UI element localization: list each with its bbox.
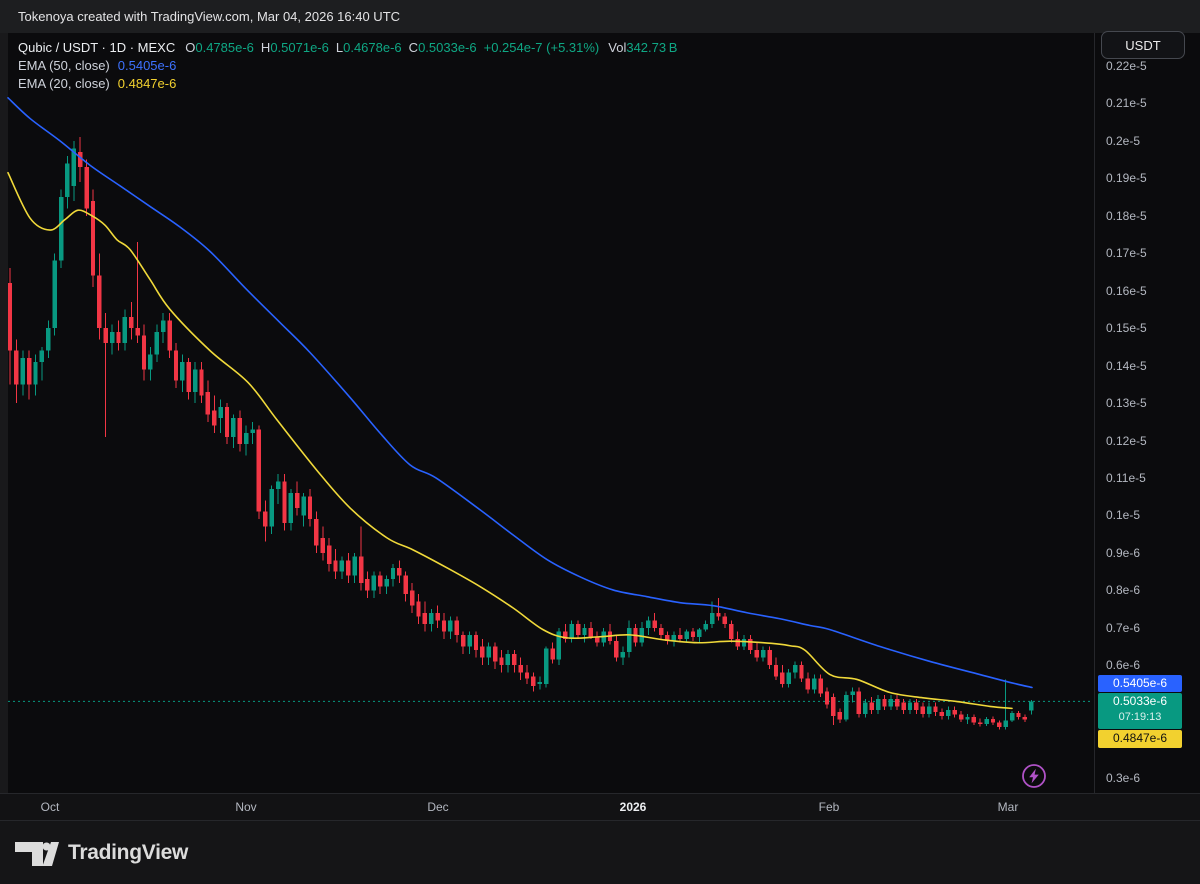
ema20-label: EMA (20, close) xyxy=(18,76,110,91)
currency-toggle-button[interactable]: USDT xyxy=(1101,31,1185,59)
price-axis[interactable]: 0.22e-5 0.21e-5 0.2e-5 0.19e-5 0.18e-5 0.17e-… xyxy=(1094,33,1200,793)
price-tick: 0.16e-5 xyxy=(1106,283,1147,298)
price-tick: 0.22e-5 xyxy=(1106,59,1147,73)
panel-left-gutter xyxy=(0,33,8,793)
tradingview-wordmark: TradingView xyxy=(68,840,189,864)
snapshot-attribution-text: Tokenoya created with TradingView.com, M… xyxy=(18,9,401,24)
price-tick: 0.11e-5 xyxy=(1106,470,1146,485)
footer-bar: TradingView xyxy=(0,821,1200,884)
time-tick-feb: Feb xyxy=(818,800,840,814)
flash-action-button[interactable] xyxy=(1020,762,1048,790)
candlestick-chart[interactable] xyxy=(0,33,1094,793)
price-tick: 0.15e-5 xyxy=(1106,321,1147,336)
price-tick: 0.6e-6 xyxy=(1106,658,1141,673)
price-tick: 0.14e-5 xyxy=(1106,358,1147,373)
symbol-row[interactable]: Qubic / USDT · 1D · MEXC O0.4785e-6 H0.507… xyxy=(18,39,677,57)
price-tick: 0.7e-6 xyxy=(1106,620,1141,635)
time-tick-oct: Oct xyxy=(40,800,60,814)
price-tick: 0.3e-6 xyxy=(1106,770,1141,785)
volume-label: Vol xyxy=(608,40,627,55)
open-label: O xyxy=(185,40,196,55)
price-tick: 0.2e-5 xyxy=(1106,133,1141,148)
close-value: 0.5033e-6 xyxy=(418,40,477,55)
time-tick-mar: Mar xyxy=(997,800,1019,814)
ema20-price-label: 0.4847e-6 xyxy=(1098,730,1182,749)
low-label: L xyxy=(335,40,344,55)
ema20-value: 0.4847e-6 xyxy=(117,76,177,91)
ema50-value: 0.5405e-6 xyxy=(117,58,177,73)
ema50-line xyxy=(7,97,1033,689)
high-label: H xyxy=(260,40,271,55)
chart-panel[interactable] xyxy=(0,33,1200,793)
time-tick-2026: 2026 xyxy=(619,800,647,814)
price-tick: 0.19e-5 xyxy=(1106,171,1147,186)
price-tick: 0.9e-6 xyxy=(1106,545,1141,560)
high-value: 0.5071e-6 xyxy=(270,40,329,55)
candles-series xyxy=(7,137,1034,730)
lightning-icon xyxy=(1022,764,1046,788)
ema20-line xyxy=(7,171,1013,710)
price-tick: 0.12e-5 xyxy=(1106,433,1147,448)
price-tick: 0.1e-5 xyxy=(1106,508,1141,523)
time-tick-nov: Nov xyxy=(235,800,257,814)
close-label: C xyxy=(408,40,419,55)
symbol-title[interactable]: Qubic / USDT · 1D · MEXC xyxy=(18,40,176,55)
time-tick-dec: Dec xyxy=(427,800,449,814)
low-value: 0.4678e-6 xyxy=(343,40,402,55)
snapshot-header-bar: Tokenoya created with TradingView.com, M… xyxy=(0,0,1200,33)
countdown-timer: 07:19:13 xyxy=(1118,711,1162,724)
price-tick: 0.21e-5 xyxy=(1106,96,1147,111)
price-tick: 0.13e-5 xyxy=(1106,396,1147,411)
ema50-label: EMA (50, close) xyxy=(18,58,110,73)
ema20-legend-row[interactable]: EMA (20, close) 0.4847e-6 xyxy=(18,75,677,93)
tradingview-logo-icon xyxy=(15,841,59,866)
volume-value: 342.73 B xyxy=(626,40,678,55)
change-value: +0.254e-7 (+5.31%) xyxy=(483,40,600,55)
open-value: 0.4785e-6 xyxy=(195,40,254,55)
price-tick: 0.18e-5 xyxy=(1106,208,1147,223)
chart-legend: Qubic / USDT · 1D · MEXC O0.4785e-6 H0.507… xyxy=(18,39,677,93)
price-tick: 0.17e-5 xyxy=(1106,246,1147,261)
price-tick: 0.8e-6 xyxy=(1106,583,1141,598)
ema50-legend-row[interactable]: EMA (50, close) 0.5405e-6 xyxy=(18,57,677,75)
ema50-price-label: 0.5405e-6 xyxy=(1098,675,1182,693)
time-axis[interactable]: Oct Nov Dec 2026 Feb Mar xyxy=(0,793,1200,821)
last-price-label: 0.5033e-6 07:19:13 xyxy=(1098,693,1182,730)
